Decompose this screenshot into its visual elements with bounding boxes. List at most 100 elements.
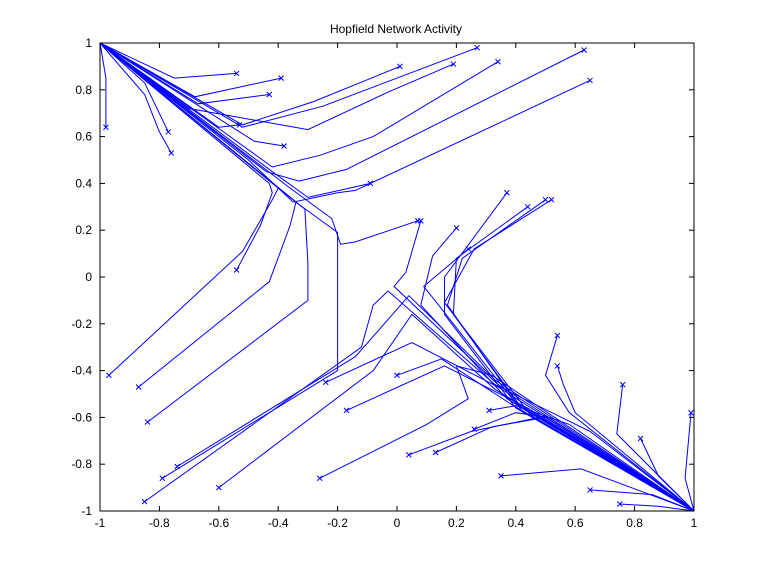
series-5 xyxy=(99,42,457,131)
trajectory-line xyxy=(619,503,695,512)
start-marker xyxy=(322,379,329,386)
series-1 xyxy=(99,42,240,79)
series-41 xyxy=(432,416,695,512)
x-tick-label: 0.6 xyxy=(567,516,584,530)
trajectory-line xyxy=(444,192,695,512)
y-tick-label: -0.4 xyxy=(71,364,92,378)
trajectory-line xyxy=(99,42,273,271)
trajectory-line xyxy=(640,438,695,512)
start-marker xyxy=(236,122,243,128)
series-25 xyxy=(316,365,695,512)
trajectory-line xyxy=(176,294,695,512)
x-tick-label: -1 xyxy=(95,516,106,530)
series-47 xyxy=(616,501,695,512)
series-9 xyxy=(99,42,593,203)
y-tick-label: -0.8 xyxy=(71,457,92,471)
series-22 xyxy=(141,290,695,512)
trajectory-line xyxy=(556,365,695,512)
trajectory-line xyxy=(99,42,585,182)
trajectory-line xyxy=(99,42,371,198)
series-24 xyxy=(215,313,695,512)
start-marker xyxy=(141,498,148,505)
start-marker xyxy=(215,484,222,491)
series-17 xyxy=(99,42,273,273)
x-tick-label: 1 xyxy=(691,516,698,530)
start-marker xyxy=(581,47,587,53)
start-marker xyxy=(688,409,694,416)
start-marker xyxy=(587,77,593,84)
start-marker xyxy=(343,407,350,414)
trajectory-line xyxy=(99,42,499,168)
start-marker xyxy=(432,449,439,456)
trajectory-line xyxy=(99,42,478,128)
start-marker xyxy=(281,143,287,149)
start-marker xyxy=(542,196,549,203)
trajectory-line xyxy=(346,365,695,512)
x-tick-label: 0 xyxy=(394,516,401,530)
y-tick-label: 1 xyxy=(85,36,92,50)
start-marker xyxy=(450,61,457,67)
series-32 xyxy=(444,189,695,512)
start-marker xyxy=(233,70,240,77)
trajectory-line xyxy=(99,42,107,128)
trajectory-line xyxy=(99,42,240,128)
start-marker xyxy=(548,196,555,203)
start-marker xyxy=(103,124,109,131)
start-marker xyxy=(106,372,112,379)
series-21 xyxy=(99,42,339,482)
start-marker xyxy=(587,487,593,493)
start-marker xyxy=(474,44,481,51)
trajectory-line xyxy=(99,42,237,79)
trajectory-line xyxy=(99,42,401,126)
series-35 xyxy=(443,196,695,512)
series-45 xyxy=(684,409,695,512)
trajectory-line xyxy=(684,412,695,512)
series-37 xyxy=(554,363,695,512)
axes-layer: -1 -0.8 -0.6 -0.4 -0.2 0 0.2 0.4 0.6 0.8 1 -1 -0.8 -0… xyxy=(71,36,697,530)
trajectory-line xyxy=(144,290,695,512)
series-8 xyxy=(99,42,587,182)
series-23 xyxy=(174,294,695,512)
trajectory-line xyxy=(500,468,695,512)
y-tick-label: 0.2 xyxy=(75,223,92,237)
series-10 xyxy=(99,42,109,131)
x-tick-label: -0.6 xyxy=(208,516,229,530)
x-tick-label: 0.8 xyxy=(626,516,643,530)
series-38 xyxy=(486,405,695,512)
start-marker xyxy=(495,58,501,65)
y-tick-label: 0.6 xyxy=(75,130,92,144)
start-marker xyxy=(554,332,561,339)
series-27 xyxy=(343,365,695,512)
trajectory-line xyxy=(319,365,695,512)
series-7 xyxy=(99,42,501,168)
x-tick-label: -0.2 xyxy=(327,516,348,530)
start-marker xyxy=(394,372,400,379)
trajectory-line xyxy=(589,489,695,512)
start-marker xyxy=(174,463,181,470)
start-marker xyxy=(524,203,531,210)
series-14 xyxy=(99,42,243,128)
start-marker xyxy=(554,363,561,369)
trajectory-line xyxy=(99,42,339,479)
series-12 xyxy=(99,42,175,156)
series-36 xyxy=(544,332,695,512)
series-13 xyxy=(99,42,287,149)
start-marker xyxy=(316,475,323,482)
trajectory-line xyxy=(99,42,285,147)
series-6 xyxy=(99,42,481,128)
trajectory-line xyxy=(99,42,454,131)
x-tick-label: 0.4 xyxy=(507,516,524,530)
series-15 xyxy=(99,42,374,198)
start-marker xyxy=(165,129,172,135)
trajectory-line xyxy=(544,335,695,512)
start-marker xyxy=(486,407,492,414)
trajectory-line xyxy=(99,42,591,203)
start-marker xyxy=(159,475,166,482)
start-marker xyxy=(367,180,374,187)
y-tick-label: -1 xyxy=(81,504,92,518)
trajectory-line xyxy=(218,313,695,512)
series-44 xyxy=(637,435,695,512)
trajectory-line xyxy=(99,42,172,154)
series-46 xyxy=(587,487,695,512)
